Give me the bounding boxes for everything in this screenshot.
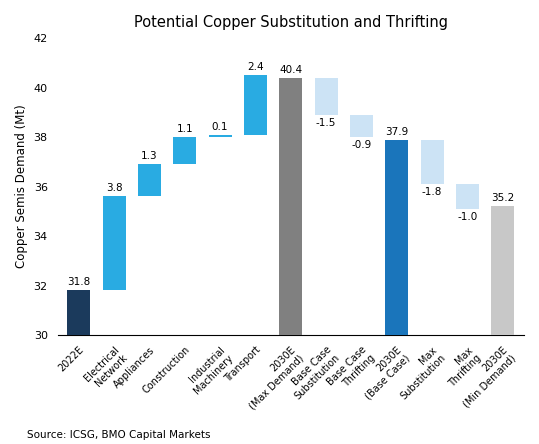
Text: 37.9: 37.9	[385, 127, 409, 137]
Text: 1.3: 1.3	[141, 151, 158, 161]
Text: 0.1: 0.1	[212, 122, 229, 131]
Title: Potential Copper Substitution and Thrifting: Potential Copper Substitution and Thrift…	[134, 15, 448, 30]
Text: -1.8: -1.8	[422, 187, 443, 197]
Bar	[420, 139, 444, 184]
Text: 31.8: 31.8	[67, 278, 91, 287]
Text: 3.8: 3.8	[106, 183, 122, 194]
Text: -0.9: -0.9	[351, 140, 371, 150]
Bar	[350, 115, 373, 137]
Bar	[456, 184, 479, 209]
Y-axis label: Copper Semis Demand (Mt): Copper Semis Demand (Mt)	[15, 105, 28, 269]
Bar	[102, 196, 126, 290]
Text: Source: ICSG, BMO Capital Markets: Source: ICSG, BMO Capital Markets	[27, 429, 210, 440]
Text: -1.5: -1.5	[316, 118, 336, 128]
Bar	[385, 139, 408, 335]
Text: 35.2: 35.2	[491, 194, 514, 203]
Bar	[279, 78, 302, 335]
Bar	[138, 164, 161, 196]
Text: 1.1: 1.1	[176, 124, 193, 134]
Bar	[67, 290, 90, 335]
Text: 40.4: 40.4	[279, 65, 302, 75]
Bar	[209, 135, 232, 137]
Text: -1.0: -1.0	[457, 212, 478, 222]
Bar	[244, 75, 267, 135]
Bar	[173, 137, 196, 164]
Bar	[315, 78, 337, 115]
Bar	[492, 206, 514, 335]
Text: 2.4: 2.4	[247, 62, 264, 72]
